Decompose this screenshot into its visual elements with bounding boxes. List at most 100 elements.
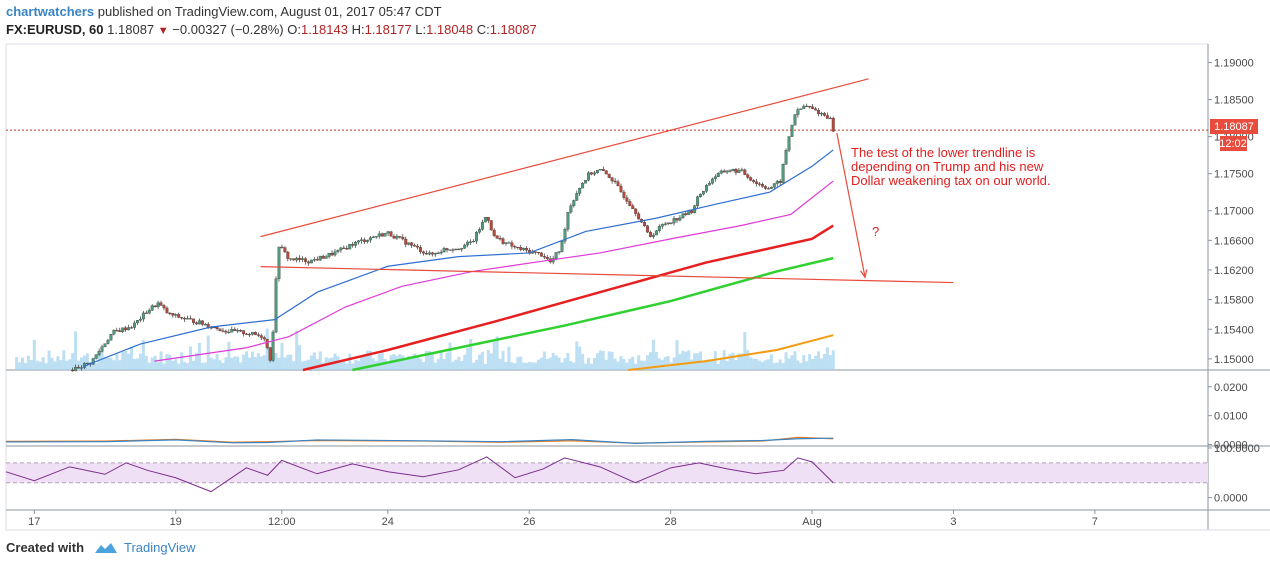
candle-body (171, 313, 175, 316)
candle-body (519, 247, 523, 250)
volume-bar (315, 359, 319, 370)
candle-body (85, 362, 89, 364)
candle-body (672, 218, 676, 224)
candle-body (421, 251, 425, 254)
candle-body (660, 224, 664, 227)
volume-bar (127, 353, 131, 370)
candle (401, 234, 405, 241)
volume-bar (59, 360, 63, 370)
volume-bar (542, 351, 546, 370)
open-value: 1.18143 (300, 22, 348, 37)
candle (395, 233, 399, 241)
candle (646, 224, 649, 234)
candle (77, 364, 80, 369)
candle (466, 240, 470, 248)
volume-bar (681, 350, 685, 370)
low-label: L: (415, 22, 427, 37)
volume-bar (253, 357, 257, 370)
volume-bar (601, 350, 605, 370)
author-name[interactable]: chartwatchers (6, 4, 95, 19)
down-arrow-icon: ▼ (157, 25, 169, 37)
volume-bar (501, 350, 505, 370)
volume-bar (592, 357, 596, 370)
candle-body (236, 330, 240, 332)
candle-body (731, 169, 735, 172)
candle (775, 179, 779, 187)
volume-bar (295, 330, 299, 370)
candle-body (542, 256, 546, 258)
candle-body (374, 236, 378, 238)
volume-bar (790, 355, 794, 370)
tradingview-logo-icon[interactable] (94, 541, 118, 555)
candle (507, 241, 511, 244)
price-axis[interactable]: 1.190001.185001.180001.175001.170001.166… (1208, 58, 1254, 366)
candle (814, 106, 818, 111)
volume-bar (162, 363, 166, 370)
candle (634, 208, 638, 217)
candle (822, 111, 826, 117)
volume-bar (342, 360, 346, 370)
created-with-label: Created with (6, 540, 85, 555)
candle (489, 220, 493, 231)
candle (772, 183, 776, 190)
candle (808, 105, 812, 109)
time-axis[interactable]: 17 19 12:00 24 26 28 Aug 3 7 (28, 510, 1098, 528)
candle-body (233, 329, 237, 331)
volume-bar (50, 357, 54, 370)
candle (194, 321, 198, 325)
candle (578, 187, 582, 196)
candle (286, 250, 290, 262)
price-tag-value: 1.18087 (1214, 121, 1254, 133)
candle-body (271, 331, 275, 361)
candle-body (427, 252, 431, 255)
volume-bar (283, 357, 287, 370)
volume-bar (259, 356, 263, 370)
candle (430, 251, 434, 257)
candle (601, 166, 605, 172)
candle (233, 327, 237, 331)
candle-body (112, 330, 116, 335)
candle (427, 250, 431, 256)
volume-bar (436, 359, 440, 370)
candle (719, 169, 723, 175)
candle-body (705, 185, 708, 192)
volume-bar (218, 360, 222, 370)
candle-body (613, 180, 617, 182)
candle-body (248, 334, 251, 336)
candle-body (262, 337, 266, 340)
volume-bar (749, 357, 753, 370)
close-value: 1.18087 (489, 22, 537, 37)
candle (539, 252, 543, 257)
volume-bar (634, 363, 638, 370)
time-tick-label: 19 (170, 516, 182, 528)
candle (124, 326, 128, 332)
candle-body (133, 322, 136, 328)
candle-body (354, 241, 358, 246)
candle-body (796, 109, 800, 115)
volume-bar (100, 350, 104, 370)
volume-bar (35, 360, 39, 370)
volume-bar (365, 350, 369, 370)
candle (657, 224, 661, 233)
candle (236, 328, 240, 333)
candle-body (153, 305, 157, 308)
candle-body (787, 136, 791, 151)
volume-bar (410, 358, 414, 370)
candle-body (159, 302, 163, 306)
volume-bar (345, 363, 349, 370)
candle (722, 169, 726, 173)
volume-bar (531, 362, 535, 370)
volume-bar (268, 356, 272, 370)
candle (265, 338, 269, 350)
tradingview-brand-link[interactable]: TradingView (124, 540, 196, 555)
candle (248, 332, 251, 338)
candle (424, 250, 428, 255)
volume-bar (124, 351, 128, 370)
volume-bar (554, 355, 558, 370)
candle-body (141, 312, 145, 320)
candle-body (221, 330, 225, 332)
candle-body (831, 117, 835, 132)
candle-body (536, 251, 540, 254)
price-tick-label: 1.16600 (1214, 235, 1254, 247)
